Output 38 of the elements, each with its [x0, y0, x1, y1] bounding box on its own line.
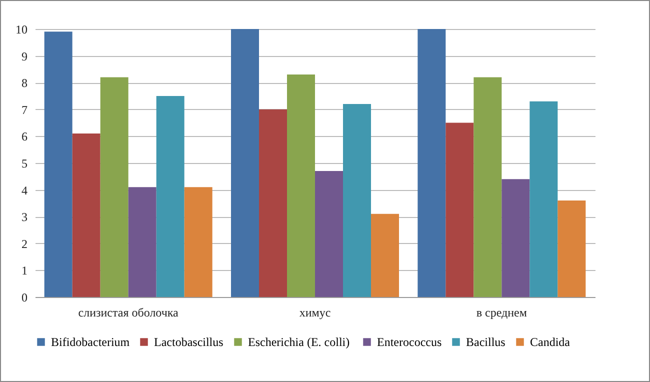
legend-label: Bifidobacterium	[51, 335, 130, 349]
bar	[502, 179, 530, 297]
y-tick-label: 6	[22, 130, 28, 144]
bar	[44, 32, 72, 297]
x-tick-label: в среднем	[476, 306, 528, 320]
y-tick-label: 7	[22, 102, 28, 117]
bar	[474, 77, 502, 297]
y-tick-label: 8	[22, 76, 28, 90]
bar	[287, 74, 315, 297]
bar	[128, 187, 156, 297]
y-tick-label: 5	[22, 156, 28, 170]
bar	[72, 134, 100, 297]
bar	[371, 214, 399, 297]
x-tick-label: слизистая оболочка	[78, 306, 180, 320]
bar	[100, 77, 128, 297]
bar	[530, 101, 558, 297]
y-tick-label: 10	[16, 22, 28, 36]
bar	[418, 29, 446, 297]
bar	[156, 96, 184, 297]
y-tick-label: 4	[22, 183, 28, 198]
legend-label: Candida	[530, 335, 571, 349]
legend-label: Enterococcus	[377, 335, 442, 349]
x-tick-label: химус	[299, 306, 331, 320]
bar	[558, 200, 586, 297]
y-tick-label: 1	[22, 264, 28, 278]
bar	[184, 187, 212, 297]
bar	[259, 109, 287, 297]
legend-label: Lactobascillus	[154, 335, 224, 349]
y-tick-label: 0	[22, 290, 28, 304]
bar	[315, 171, 343, 297]
y-tick-label: 9	[22, 49, 28, 64]
bar	[343, 104, 371, 297]
y-tick-label: 3	[22, 210, 28, 224]
legend-label: Escherichia (E. colli)	[248, 335, 350, 349]
bar	[231, 29, 259, 297]
bar	[446, 122, 474, 297]
y-tick-label: 2	[22, 236, 28, 251]
legend-label: Bacillus	[466, 335, 506, 349]
